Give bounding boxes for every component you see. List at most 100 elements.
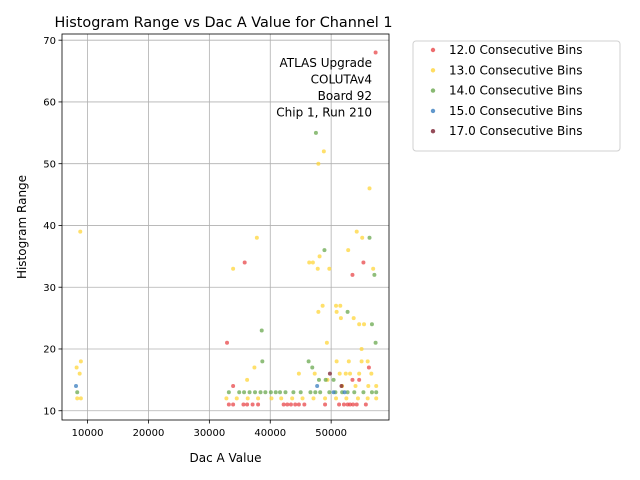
- data-point-series-1: [234, 396, 239, 401]
- data-point-series-1: [320, 303, 325, 308]
- data-point-series-3: [342, 390, 347, 395]
- data-point-series-1: [365, 396, 370, 401]
- data-point-series-0: [351, 402, 356, 407]
- data-point-series-1: [346, 359, 351, 364]
- data-point-series-2: [291, 390, 296, 395]
- data-point-series-1: [359, 346, 364, 351]
- data-point-series-1: [245, 377, 250, 382]
- data-point-series-0: [288, 402, 293, 407]
- data-point-series-2: [373, 340, 378, 345]
- data-point-series-2: [268, 390, 273, 395]
- data-point-series-1: [346, 248, 351, 253]
- data-point-series-2: [313, 130, 318, 135]
- data-point-series-1: [355, 396, 360, 401]
- data-point-series-0: [350, 272, 355, 277]
- data-point-series-0: [296, 402, 301, 407]
- data-point-series-2: [361, 390, 366, 395]
- data-point-series-0: [366, 365, 371, 370]
- data-point-series-2: [318, 390, 323, 395]
- data-point-series-2: [278, 390, 282, 395]
- data-point-series-2: [226, 390, 231, 395]
- data-point-series-2: [237, 390, 242, 395]
- data-point-series-1: [231, 266, 236, 271]
- axis-ticks: 10000 20000 30000 40000 50000 10 20 30 40 50 60 70: [43, 36, 347, 439]
- data-point-series-1: [359, 359, 364, 364]
- legend-marker: [430, 47, 436, 53]
- data-point-series-2: [259, 328, 264, 333]
- data-point-series-2: [322, 248, 327, 253]
- data-point-series-1: [279, 396, 284, 401]
- data-point-series-1: [77, 371, 82, 376]
- data-point-series-1: [367, 186, 372, 191]
- data-point-series-1: [354, 229, 359, 234]
- data-point-series-1: [256, 396, 261, 401]
- data-point-series-1: [75, 396, 80, 401]
- data-point-series-2: [316, 377, 321, 382]
- data-point-series-3: [315, 384, 320, 389]
- legend-entry: 15.0 Consecutive Bins: [449, 104, 582, 118]
- data-point-series-1: [296, 371, 301, 376]
- data-point-series-0: [242, 260, 247, 265]
- run-annotation: ATLAS Upgrade COLUTAv4 Board 92 Chip 1, Run…: [276, 56, 372, 120]
- annotation-line: COLUTAv4: [311, 73, 372, 87]
- data-point-series-1: [311, 396, 316, 401]
- data-point-series-1: [74, 365, 79, 370]
- y-tick-label: 60: [43, 98, 56, 109]
- legend-marker: [430, 88, 436, 93]
- data-point-series-1: [334, 309, 339, 314]
- data-point-series-0: [281, 402, 286, 407]
- data-point-series-1: [371, 266, 376, 271]
- data-point-series-1: [334, 303, 339, 308]
- data-point-series-2: [242, 390, 247, 395]
- data-point-series-2: [372, 272, 377, 277]
- legend-marker: [430, 108, 436, 114]
- data-point-series-2: [345, 309, 350, 314]
- data-point-series-0: [302, 402, 307, 407]
- data-point-series-0: [348, 402, 353, 407]
- data-point-series-1: [78, 229, 83, 234]
- data-point-series-1: [365, 359, 370, 364]
- data-point-series-0: [225, 340, 230, 345]
- data-point-series-2: [263, 390, 268, 395]
- data-point-series-1: [348, 371, 353, 376]
- data-point-series-2: [313, 390, 318, 395]
- data-point-series-4: [339, 384, 344, 389]
- data-point-series-1: [307, 260, 312, 265]
- y-tick-label: 10: [43, 406, 56, 417]
- data-point-series-2: [258, 390, 263, 395]
- x-axis-label: Dac A Value: [190, 451, 262, 465]
- data-point-series-1: [327, 266, 332, 271]
- y-tick-label: 20: [43, 345, 56, 356]
- data-point-series-1: [254, 235, 259, 240]
- data-point-series-1: [338, 316, 343, 321]
- legend: 12.0 Consecutive Bins 13.0 Consecutive Bi…: [412, 40, 621, 152]
- data-point-series-2: [374, 390, 379, 395]
- data-point-series-0: [231, 402, 236, 407]
- data-point-series-1: [78, 396, 83, 401]
- legend-marker: [430, 68, 436, 73]
- y-axis-label: Histogram Range: [15, 175, 29, 279]
- annotation-line: Board 92: [318, 89, 372, 103]
- x-tick-label: 30000: [193, 428, 225, 439]
- data-point-series-2: [308, 390, 313, 395]
- data-point-series-1: [317, 254, 322, 259]
- annotation-line: Chip 1, Run 210: [276, 106, 372, 120]
- data-point-series-0: [373, 50, 378, 55]
- data-point-series-0: [361, 260, 366, 265]
- data-point-series-2: [253, 390, 258, 395]
- data-point-series-3: [331, 390, 336, 395]
- data-point-series-0: [337, 402, 342, 407]
- data-point-series-0: [226, 402, 231, 407]
- data-point-series-1: [316, 309, 321, 314]
- data-point-series-1: [374, 396, 379, 401]
- y-tick-label: 70: [43, 36, 56, 47]
- plot-frame: [61, 33, 390, 421]
- data-point-series-2: [260, 359, 265, 364]
- data-point-series-0: [323, 402, 328, 407]
- data-point-series-1: [338, 303, 343, 308]
- data-point-series-2: [323, 377, 328, 382]
- data-point-series-1: [78, 359, 83, 364]
- data-point-series-1: [269, 396, 274, 401]
- data-point-series-2: [345, 390, 350, 395]
